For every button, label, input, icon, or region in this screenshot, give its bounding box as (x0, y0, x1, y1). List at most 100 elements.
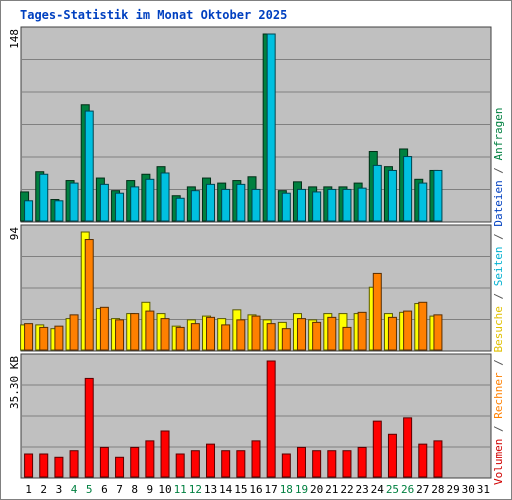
panel-mid: 94 (8, 224, 492, 352)
bar-besuche-day-5 (84, 239, 94, 351)
bar-volumen-day-21 (327, 450, 337, 478)
bar-dateien-day-1 (24, 200, 34, 222)
bar-dateien-day-22 (342, 188, 352, 222)
bar-volumen-day-27 (418, 443, 428, 478)
bar-volumen-day-12 (190, 450, 200, 478)
bar-volumen-day-24 (372, 420, 382, 478)
bar-besuche-day-11 (175, 326, 185, 351)
bar-volumen-day-17 (266, 360, 276, 478)
legend-item-9: / (492, 160, 505, 180)
bar-volumen-day-16 (251, 440, 261, 478)
x-tick-day-5: 5 (86, 483, 93, 496)
bar-dateien-day-24 (372, 164, 382, 222)
bar-dateien-day-6 (99, 183, 109, 222)
panels: 148 94 35.30 KB (8, 26, 492, 479)
bar-besuche-day-25 (387, 316, 397, 351)
bar-volumen-day-11 (175, 453, 185, 478)
x-tick-day-12: 12 (189, 483, 202, 496)
bar-volumen-day-18 (281, 453, 291, 478)
bar-besuche-day-12 (190, 323, 200, 351)
bar-besuche-day-9 (145, 310, 155, 351)
bar-dateien-day-26 (403, 156, 413, 222)
bar-dateien-day-13 (206, 183, 216, 222)
x-tick-day-1: 1 (25, 483, 32, 496)
x-tick-day-30: 30 (462, 483, 475, 496)
x-tick-day-25: 25 (386, 483, 399, 496)
legend-item-5: / (492, 286, 505, 306)
x-tick-day-17: 17 (265, 483, 278, 496)
bar-volumen-day-2 (39, 453, 49, 478)
x-tick-day-24: 24 (371, 483, 385, 496)
bar-besuche-day-1 (24, 323, 34, 351)
x-tick-day-22: 22 (340, 483, 353, 496)
x-tick-day-29: 29 (446, 483, 459, 496)
x-tick-day-16: 16 (249, 483, 262, 496)
x-tick-day-31: 31 (477, 483, 490, 496)
legend-item-10: Anfragen (492, 107, 505, 160)
bar-volumen-day-25 (387, 433, 397, 478)
bar-besuche-day-28 (433, 314, 443, 351)
legend-item-3: / (492, 353, 505, 373)
bar-volumen-day-8 (130, 446, 140, 478)
x-tick-day-8: 8 (131, 483, 138, 496)
bar-dateien-day-9 (145, 178, 155, 222)
x-tick-day-10: 10 (158, 483, 171, 496)
x-tick-day-27: 27 (416, 483, 429, 496)
legend-item-0: Volumen (492, 439, 505, 485)
bar-besuche-day-8 (130, 313, 140, 351)
bar-besuche-day-18 (281, 328, 291, 351)
bar-volumen-day-9 (145, 440, 155, 478)
bar-dateien-day-7 (115, 192, 125, 222)
bar-volumen-day-1 (24, 453, 34, 478)
bar-volumen-day-14 (221, 450, 231, 478)
legend-item-4: Besuche (492, 306, 505, 352)
bar-besuche-day-14 (221, 324, 231, 351)
bar-besuche-day-3 (54, 325, 64, 351)
x-tick-day-9: 9 (147, 483, 154, 496)
bar-volumen-day-22 (342, 450, 352, 478)
bar-dateien-day-2 (39, 173, 49, 222)
bar-besuche-day-2 (39, 326, 49, 351)
x-tick-day-2: 2 (40, 483, 47, 496)
x-tick-day-6: 6 (101, 483, 108, 496)
x-tick-day-26: 26 (401, 483, 414, 496)
bar-volumen-day-6 (99, 446, 109, 478)
x-tick-day-3: 3 (56, 483, 63, 496)
bar-dateien-day-5 (84, 110, 94, 222)
x-tick-day-21: 21 (325, 483, 338, 496)
bar-dateien-day-3 (54, 200, 64, 222)
bar-besuche-day-15 (236, 319, 246, 351)
x-tick-day-14: 14 (219, 483, 233, 496)
bar-besuche-day-19 (296, 318, 306, 351)
bar-volumen-day-26 (403, 417, 413, 478)
bar-dateien-day-19 (296, 188, 306, 222)
bar-volumen-day-4 (69, 450, 79, 478)
bar-dateien-day-25 (387, 169, 397, 222)
bar-volumen-day-23 (357, 446, 367, 478)
bar-besuche-day-26 (403, 310, 413, 351)
bar-dateien-day-18 (281, 192, 291, 222)
y-max-label: 35.30 KB (8, 356, 21, 409)
legend-item-7: / (492, 227, 505, 247)
bar-dateien-day-8 (130, 186, 140, 222)
right-legend: Volumen / Rechner / Besuche / Seiten / D… (492, 107, 505, 485)
bar-dateien-day-23 (357, 187, 367, 222)
bar-besuche-day-24 (372, 272, 382, 351)
bar-besuche-day-17 (266, 323, 276, 351)
bar-dateien-day-14 (221, 188, 231, 222)
bar-besuche-day-22 (342, 326, 352, 351)
panel-bot: 35.30 KB (8, 353, 492, 479)
legend-item-8: Dateien (492, 180, 505, 226)
bar-besuche-day-21 (327, 316, 337, 351)
x-tick-day-4: 4 (71, 483, 78, 496)
x-tick-day-13: 13 (204, 483, 217, 496)
bar-dateien-day-4 (69, 182, 79, 222)
x-tick-labels: 1 2 3 4 5 6 7 8 9 10 11 12 13 14 15 16 17 18 19 20 21 22 23 24 2… (25, 483, 490, 496)
bar-dateien-day-28 (433, 169, 443, 222)
bar-volumen-day-13 (206, 443, 216, 478)
bar-volumen-day-20 (312, 450, 322, 478)
legend-item-1: / (492, 419, 505, 439)
bar-besuche-day-13 (206, 316, 216, 351)
y-max-label: 148 (8, 29, 21, 49)
